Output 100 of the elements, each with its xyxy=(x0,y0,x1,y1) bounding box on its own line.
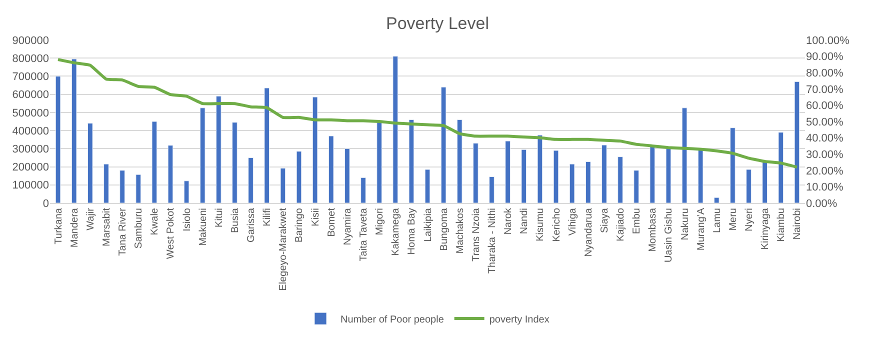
x-tick-label: Samburu xyxy=(134,208,145,249)
bar xyxy=(120,170,125,203)
bar xyxy=(344,148,350,203)
y-tick-label: 600000 xyxy=(12,89,49,102)
x-tick-label: Baringo xyxy=(294,208,306,242)
x-tick-label: Nairobi xyxy=(792,208,804,240)
y-tick-label: 300000 xyxy=(12,144,49,156)
x-tick-label: Laikipia xyxy=(422,208,434,242)
bar xyxy=(602,144,607,203)
bar xyxy=(794,81,800,203)
bar xyxy=(424,169,430,203)
x-tick-label: Mombasa xyxy=(648,208,659,252)
x-tick-label: Embu xyxy=(632,208,643,234)
bar xyxy=(778,132,784,203)
x-tick-label: Kilifi xyxy=(262,208,274,226)
x-tick-label: Homa Bay xyxy=(406,208,418,255)
bar xyxy=(521,149,527,203)
x-tick-label: Kirinyaga xyxy=(760,208,772,250)
bar xyxy=(152,121,158,203)
bar xyxy=(730,128,736,203)
bar xyxy=(200,108,206,203)
x-tick-label: Uasin Gishu xyxy=(664,208,675,262)
x-tick-label: Trans Nzoia xyxy=(470,208,482,262)
bar xyxy=(489,176,494,203)
y2-tick-label: 30.00% xyxy=(806,148,844,161)
x-tick-label: Vihiga xyxy=(567,208,578,236)
x-tick-label: West Pokot xyxy=(166,208,177,259)
bar xyxy=(184,180,190,203)
bar xyxy=(762,162,768,203)
x-tick-label: Meru xyxy=(728,208,739,231)
bar xyxy=(376,121,382,203)
x-tick-label: Migori xyxy=(374,208,386,236)
bar xyxy=(280,168,286,203)
x-tick-label: Kiambu xyxy=(776,208,788,242)
x-tick-label: Taita Taveta xyxy=(358,208,370,262)
bar xyxy=(71,58,77,203)
x-tick-label: Garissa xyxy=(246,208,258,242)
bar xyxy=(456,119,462,203)
x-tick-label: Mandera xyxy=(69,208,80,248)
bar xyxy=(312,96,318,203)
bar xyxy=(666,148,672,203)
bar xyxy=(585,161,591,203)
bar xyxy=(505,140,510,203)
y-tick-label: 200000 xyxy=(12,162,49,174)
x-tick-label: Bomet xyxy=(326,208,338,237)
bar xyxy=(682,108,688,203)
bar xyxy=(136,174,142,203)
y2-tick-label: 0.00% xyxy=(806,198,838,210)
x-tick-label: Nyeri xyxy=(744,208,756,232)
y-tick-label: 0 xyxy=(42,198,49,210)
y2-tick-label: 20.00% xyxy=(806,165,844,178)
x-tick-label: Kitui xyxy=(214,208,225,228)
bar xyxy=(360,177,366,203)
bar xyxy=(537,134,543,203)
x-tick-label: Bungoma xyxy=(438,208,450,251)
y2-tick-label: 90.00% xyxy=(806,51,844,64)
x-tick-label: Kisumu xyxy=(535,208,546,242)
x-tick-label: Busia xyxy=(230,208,241,234)
y-tick-label: 900000 xyxy=(12,34,49,47)
y2-tick-label: 100.00% xyxy=(806,34,850,47)
bar xyxy=(392,56,398,203)
x-tick-label: Murang'A xyxy=(696,208,707,250)
bar xyxy=(296,151,302,203)
y2-tick-label: 60.00% xyxy=(806,100,844,112)
y2-tick-label: 80.00% xyxy=(806,67,844,80)
x-tick-label: Wajir xyxy=(85,207,96,230)
y2-tick-label: 40.00% xyxy=(806,132,844,145)
bar xyxy=(168,145,174,203)
bar xyxy=(232,122,238,203)
bar xyxy=(216,96,222,203)
line-series xyxy=(56,58,798,169)
x-tick-label: Tharaka - Nithi xyxy=(487,208,498,274)
bar xyxy=(553,150,559,203)
bar xyxy=(408,119,414,203)
x-tick-label: Nyamira xyxy=(342,208,354,246)
bar xyxy=(440,86,446,203)
x-tick-label: Kericho xyxy=(551,208,562,242)
x-tick-label: Narok xyxy=(503,207,514,235)
y2-tick-label: 50.00% xyxy=(806,116,844,128)
bar xyxy=(248,157,254,203)
y2-tick-label: 10.00% xyxy=(806,182,844,194)
x-tick-label: Kakamega xyxy=(390,208,402,256)
legend-label: poverty Index xyxy=(489,314,550,326)
bar xyxy=(104,164,109,203)
bar xyxy=(88,123,93,203)
bar xyxy=(328,136,334,203)
bar xyxy=(714,197,720,203)
x-tick-label: Nakuru xyxy=(680,208,691,240)
x-tick-label: Isiolo xyxy=(182,208,193,232)
x-tick-label: Elegeyo-Marakwet xyxy=(278,208,290,291)
x-tick-label: Lamu xyxy=(712,208,723,234)
x-tick-label: Kajiado xyxy=(616,208,627,242)
bar xyxy=(746,169,752,203)
y2-tick-label: 70.00% xyxy=(806,84,844,96)
bar xyxy=(618,156,623,203)
x-tick-label: Nyandarua xyxy=(583,208,594,257)
x-tick-label: Kwale xyxy=(150,208,161,236)
bar xyxy=(473,142,478,203)
bar xyxy=(55,76,61,203)
legend-label: Number of Poor people xyxy=(340,314,444,326)
